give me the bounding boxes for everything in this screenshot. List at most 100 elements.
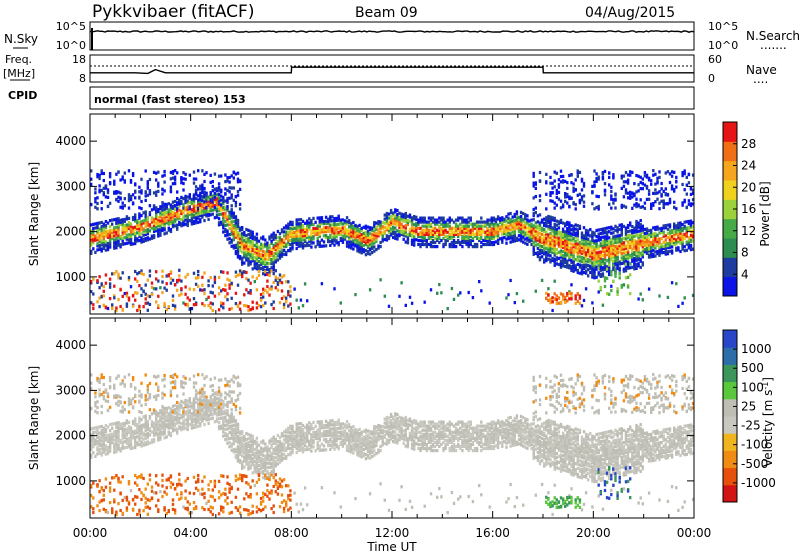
- power-cell: [582, 246, 586, 250]
- power-cell: [478, 238, 481, 243]
- power-cell: [582, 298, 586, 302]
- velocity-cell: [127, 403, 131, 407]
- power-cell: [371, 234, 374, 238]
- power-cell: [253, 256, 256, 260]
- power-cell: [574, 294, 577, 298]
- power-cell: [610, 241, 613, 246]
- power-cell: [553, 292, 556, 296]
- power-cell: [423, 238, 426, 243]
- velocity-cell: [106, 425, 110, 429]
- power-cell: [465, 228, 468, 232]
- power-cell: [310, 241, 313, 245]
- power-cell: [247, 253, 250, 257]
- velocity-cell: [100, 435, 103, 439]
- power-cell: [492, 224, 496, 228]
- power-cell: [486, 220, 489, 224]
- power-cell: [113, 238, 116, 242]
- power-cell: [576, 256, 579, 260]
- power-cell: [119, 222, 122, 226]
- power-cell: [180, 224, 183, 228]
- power-cell: [629, 266, 632, 270]
- power-cell: [624, 258, 628, 263]
- power-cell: [475, 224, 479, 228]
- power-cell: [167, 210, 170, 214]
- power-cell: [637, 239, 640, 243]
- power-cell: [297, 226, 300, 230]
- power-cell: [220, 194, 223, 198]
- power-cell: [553, 249, 556, 253]
- power-cell: [341, 236, 345, 240]
- power-cell: [270, 249, 273, 253]
- power-cell: [150, 216, 154, 220]
- power-cell: [482, 224, 485, 228]
- power-cell: [547, 216, 550, 221]
- power-cell: [115, 233, 118, 238]
- power-cell: [140, 238, 143, 242]
- power-cell: [593, 259, 596, 264]
- power-cell: [582, 200, 586, 204]
- power-cell: [578, 294, 582, 298]
- power-cell: [639, 231, 642, 235]
- power-cell: [146, 186, 149, 190]
- power-cell: [626, 250, 630, 254]
- power-cell: [312, 231, 315, 235]
- power-cell: [190, 212, 194, 216]
- power-cell: [452, 297, 456, 301]
- power-cell: [262, 243, 265, 247]
- power-cell: [400, 281, 403, 285]
- velocity-cell: [98, 437, 101, 441]
- power-cell: [303, 240, 307, 244]
- power-cell: [440, 228, 443, 232]
- power-cell: [561, 205, 565, 209]
- velocity-cell: [104, 448, 108, 452]
- power-cell: [534, 289, 537, 293]
- power-cell: [597, 271, 600, 275]
- power-cell: [469, 242, 472, 247]
- power-cell: [486, 226, 489, 230]
- power-cell: [639, 180, 642, 185]
- power-cell: [670, 249, 674, 253]
- power-cell: [297, 222, 300, 226]
- power-cell: [427, 220, 431, 224]
- power-cell: [245, 304, 248, 308]
- power-cell: [593, 180, 596, 184]
- power-cell: [180, 176, 183, 180]
- power-cell: [559, 255, 563, 259]
- power-cell: [580, 258, 584, 262]
- power-cell: [547, 251, 550, 255]
- power-cell: [297, 244, 300, 248]
- power-cell: [526, 232, 529, 236]
- power-cell: [106, 231, 110, 235]
- velocity-cell: [96, 427, 99, 432]
- power-cell: [297, 230, 300, 234]
- power-cell: [274, 233, 277, 237]
- power-cell: [561, 237, 565, 241]
- power-cell: [329, 215, 332, 219]
- power-cell: [612, 279, 615, 283]
- power-cell: [308, 237, 311, 241]
- power-cell: [689, 237, 693, 241]
- freq-left-tick-bottom: 8: [79, 72, 86, 85]
- power-cell: [643, 206, 647, 210]
- power-cell: [389, 217, 393, 221]
- power-cell: [511, 233, 514, 237]
- power-cell: [201, 211, 204, 215]
- power-cell: [123, 232, 126, 236]
- power-cell: [436, 245, 439, 249]
- power-cell: [446, 218, 449, 222]
- power-cell: [274, 252, 277, 256]
- power-cell: [360, 232, 363, 237]
- power-cell: [241, 238, 244, 242]
- velocity-scatter-cells: [90, 373, 695, 517]
- power-cell: [192, 177, 196, 181]
- velocity-cell: [96, 448, 99, 452]
- power-cell: [589, 242, 592, 246]
- power-cell: [186, 195, 189, 199]
- power-cell: [276, 229, 280, 234]
- velocity-cell: [129, 382, 133, 387]
- power-cell: [490, 220, 493, 224]
- power-cell: [138, 212, 141, 216]
- power-cell: [280, 254, 284, 258]
- power-cell: [287, 290, 290, 294]
- power-cell: [538, 170, 542, 175]
